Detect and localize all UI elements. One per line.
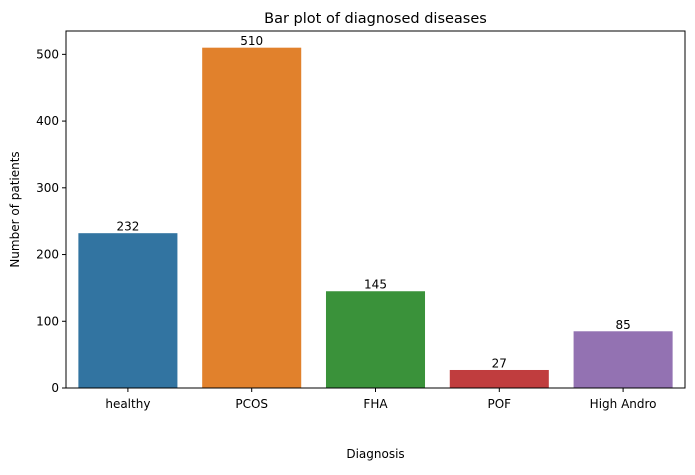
bar-value-label: 232 bbox=[116, 220, 139, 234]
y-tick-label: 0 bbox=[51, 381, 59, 395]
axis-ticks: healthy PCOS FHA POF High Andro 0 100 200 300 400… bbox=[36, 47, 656, 411]
y-tick-label: 300 bbox=[36, 181, 59, 195]
bar-pof bbox=[449, 369, 549, 388]
bars bbox=[78, 47, 673, 388]
x-tick-label: POF bbox=[488, 397, 512, 411]
bar-value-label: 510 bbox=[240, 34, 263, 48]
bar-value-label: 27 bbox=[492, 356, 507, 370]
bar-pcos bbox=[202, 47, 302, 388]
bar-healthy bbox=[78, 233, 178, 388]
y-tick-label: 400 bbox=[36, 114, 59, 128]
bar-fha bbox=[325, 291, 426, 388]
bar-high-andro bbox=[573, 331, 673, 388]
x-tick-label: healthy bbox=[105, 397, 150, 411]
bar-value-label: 145 bbox=[364, 278, 387, 292]
plot-frame bbox=[65, 30, 686, 389]
x-tick-label: FHA bbox=[363, 397, 388, 411]
bar-value-labels: 232 510 145 27 85 bbox=[116, 34, 630, 370]
x-axis-label: Diagnosis bbox=[346, 447, 404, 461]
y-tick-label: 500 bbox=[36, 47, 59, 61]
y-axis-label: Number of patients bbox=[8, 151, 22, 267]
x-tick-label: High Andro bbox=[590, 397, 657, 411]
y-tick-label: 200 bbox=[36, 248, 59, 262]
bar-value-label: 85 bbox=[615, 318, 630, 332]
y-tick-label: 100 bbox=[36, 314, 59, 328]
chart-title: Bar plot of diagnosed diseases bbox=[264, 11, 487, 27]
x-tick-label: PCOS bbox=[235, 397, 268, 411]
